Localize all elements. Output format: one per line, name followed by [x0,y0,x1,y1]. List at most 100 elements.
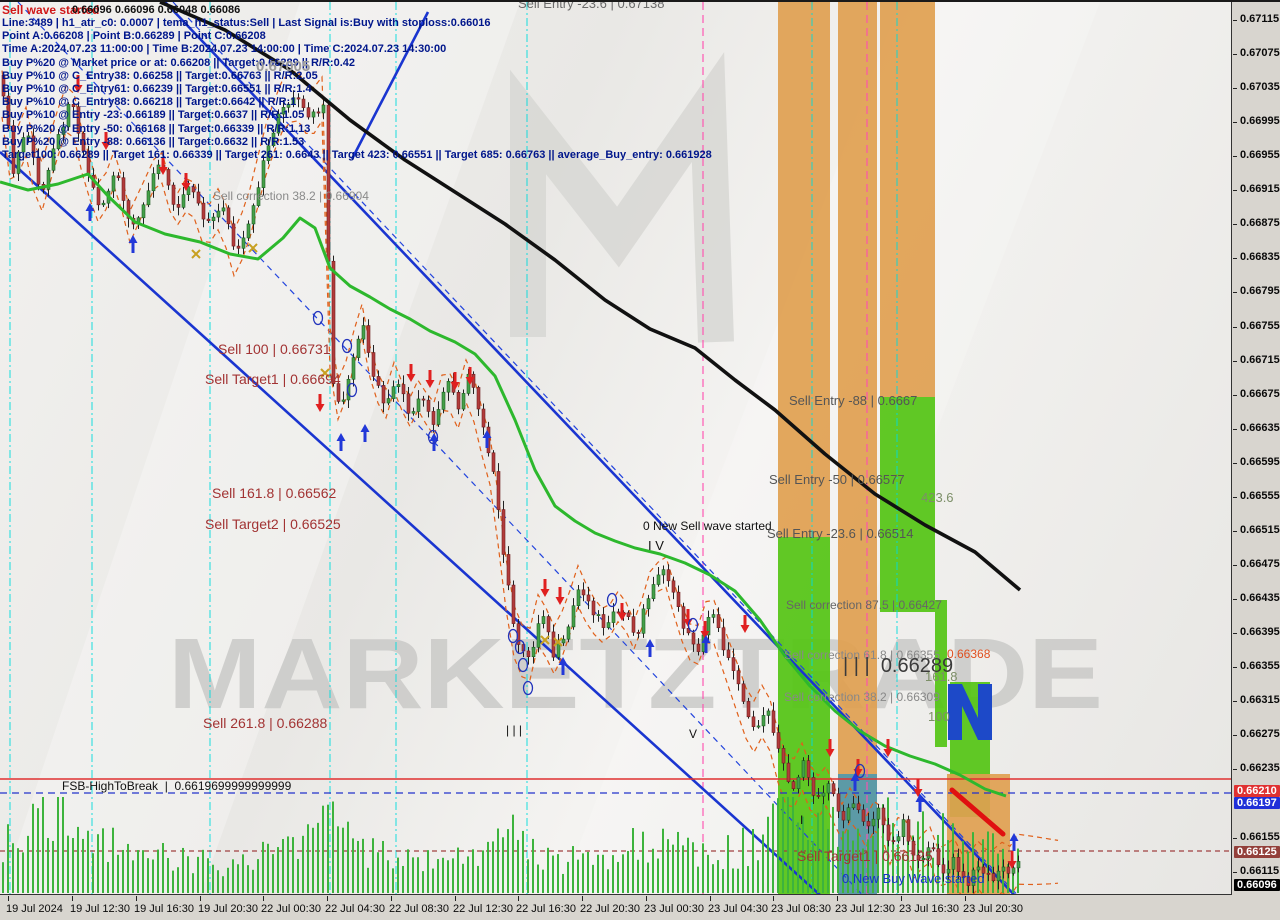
wave-mark-iii[interactable]: | | | [506,723,523,737]
chart-plot[interactable]: MARKETZTRADE [0,2,1232,895]
time-axis[interactable]: 19 Jul 2024 19 Jul 12:30 19 Jul 16:30 19 Ju… [0,896,1280,920]
volume-bar [487,841,489,893]
entry-circle-icon[interactable] [606,592,618,608]
info-line-buy-market: Buy P%20 @ Market price or at: 0.66208 |… [2,56,355,69]
volume-bar [867,839,869,893]
label-new-sell-wave[interactable]: 0 New Sell wave started [643,519,772,533]
buy-arrow-icon[interactable] [645,639,655,647]
label-sell-target2[interactable]: Sell Target2 | 0.66525 [205,516,341,532]
label-sell-corr-618[interactable]: Sell correction 61.8 | 0.66355 [784,648,940,662]
label-sell-corr-875[interactable]: Sell correction 87.5 | 0.66427 [786,598,942,612]
volume-bar [892,822,894,893]
sell-arrow-icon[interactable] [540,589,550,597]
label-fib-1618[interactable]: 161.8 [925,669,958,684]
candle-body [311,111,316,118]
sell-arrow-icon[interactable] [617,613,627,621]
label-sell-target1-low[interactable]: Sell Target1 | 0.66125 [797,848,933,864]
label-sell-entry-88[interactable]: Sell Entry -88 | 0.6667 [789,393,918,408]
candle-body [461,393,466,410]
entry-circle-icon[interactable] [687,617,699,633]
volume-bar [247,865,249,893]
trend-line-blue[interactable] [0,151,821,895]
sell-arrow-icon[interactable] [73,85,83,93]
sell-arrow-icon[interactable] [425,380,435,388]
label-sell-100[interactable]: Sell 100 | 0.66731 [218,341,331,357]
buy-arrow-icon[interactable] [85,203,95,211]
candle-body [966,877,971,886]
entry-circle-icon[interactable] [341,338,353,354]
volume-bar [712,864,714,893]
label-sell-1618[interactable]: Sell 161.8 | 0.66562 [212,485,337,501]
sell-arrow-icon[interactable] [913,789,923,797]
buy-arrow-icon[interactable] [850,773,860,781]
trend-line-blue[interactable] [164,2,1040,895]
sell-arrow-icon[interactable] [406,374,416,382]
buy-arrow-icon[interactable] [701,635,711,643]
sell-arrow-icon[interactable] [315,404,325,412]
entry-circle-icon[interactable] [854,763,866,779]
sell-arrow-icon[interactable] [700,631,710,639]
wave-mark-v[interactable]: V [689,727,698,741]
buy-arrow-icon[interactable] [336,433,346,441]
buy-arrow-icon[interactable] [429,433,439,441]
sell-arrow-icon[interactable] [825,749,835,757]
sell-vector-segment[interactable] [949,787,1006,837]
label-sell-entry-50[interactable]: Sell Entry -50 | 0.66577 [769,472,905,487]
trend-line-blue-dashed[interactable] [172,2,1043,895]
price-axis[interactable]: 0.67115 0.67075 0.67035 0.66995 0.66955 0.669… [1233,2,1280,911]
label-066368[interactable]: 0.66368 [947,647,991,661]
entry-circle-icon[interactable] [522,680,534,696]
price-tick-mark [1233,88,1237,89]
sell-arrow-icon[interactable] [181,183,191,191]
buy-arrow-icon[interactable] [360,424,370,432]
entry-circle-icon[interactable] [517,657,529,673]
candle-body [76,106,81,134]
buy-arrow-icon[interactable] [1009,833,1019,841]
label-fib-100[interactable]: 100 [928,709,950,724]
time-tick-mark [518,896,519,901]
candle-body [851,803,856,809]
sell-arrow-icon[interactable] [1007,861,1017,869]
sell-arrow-icon[interactable] [883,749,893,757]
label-new-buy-wave[interactable]: 0 New Buy Wave started [842,871,985,886]
label-prev-price[interactable]: 0.67005 [256,58,311,75]
entry-circle-icon[interactable] [507,628,519,644]
candle-body [591,600,596,616]
volume-bar [42,797,44,893]
buy-arrow-icon[interactable] [128,235,138,243]
sell-arrow-icon[interactable] [450,382,460,390]
label-sell-entry-236-top[interactable]: Sell Entry -23.6 | 0.67138 [518,2,665,11]
entry-circle-icon[interactable] [514,639,526,655]
buy-arrow-icon[interactable] [482,430,492,438]
trend-line-blue[interactable] [350,11,430,160]
label-fib-4236[interactable]: 423.6 [921,490,954,505]
entry-circle-icon[interactable] [427,429,439,445]
volume-bar [657,858,659,893]
wave-mark-i[interactable]: I [800,813,804,827]
label-sell-entry-236[interactable]: Sell Entry -23.6 | 0.66514 [767,526,914,541]
candle-body [341,399,346,402]
sell-arrow-icon[interactable] [101,142,111,150]
chart-canvas[interactable]: MARKETZTRADE Sell wave started 0.66096 0… [0,2,1232,895]
label-sell-target1[interactable]: Sell Target1 | 0.66694 [205,371,341,387]
buy-arrow-icon[interactable] [558,657,568,665]
label-sell-2618[interactable]: Sell 261.8 | 0.66288 [203,715,328,731]
wave-mark-iv[interactable]: I V [648,538,664,553]
volume-bar [197,856,199,893]
label-wave-level-066289[interactable]: | | | 0.66289 [843,655,954,677]
candle-body [501,509,506,555]
sell-arrow-icon[interactable] [683,619,693,627]
label-sell-corr-382[interactable]: Sell correction 38.2 | 0.66309 [784,690,940,704]
sell-arrow-icon[interactable] [740,625,750,633]
candle-body [216,210,221,218]
entry-circle-icon[interactable] [312,310,324,326]
sell-arrow-icon[interactable] [158,167,168,175]
buy-arrow-icon[interactable] [915,794,925,802]
label-sell-corr-382-top[interactable]: Sell correction 38.2 | 0.66904 [213,189,369,203]
candle-body [386,398,391,404]
entry-circle-icon[interactable] [346,382,358,398]
sell-arrow-icon[interactable] [465,377,475,385]
sell-arrow-icon[interactable] [555,597,565,605]
label-fsb-high-to-break[interactable]: FSB-HighToBreak | 0.6619699999999999 [62,779,292,793]
volume-bar [502,837,504,893]
